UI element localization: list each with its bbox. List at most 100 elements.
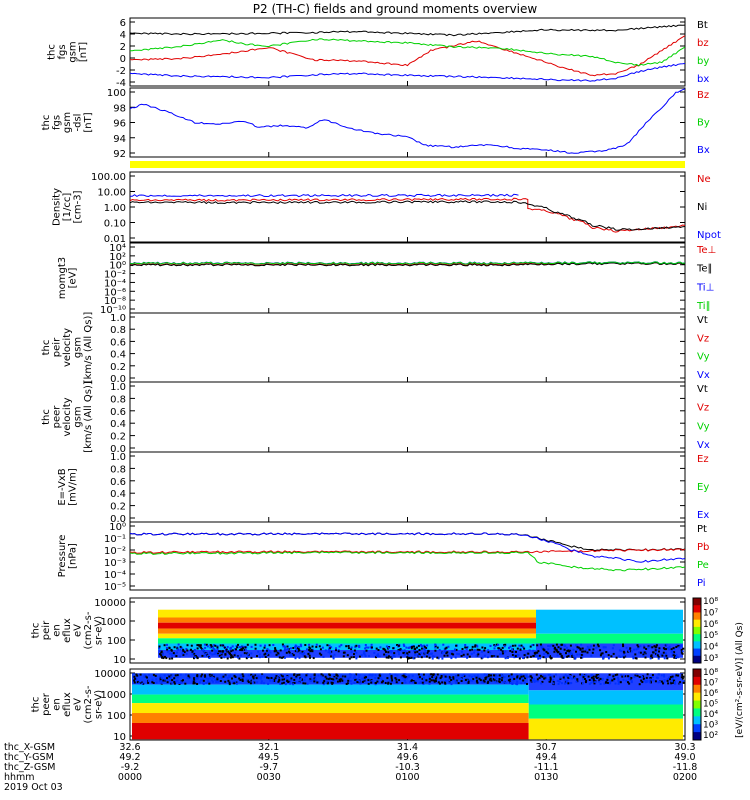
spectrogram-pixel	[547, 673, 550, 676]
spectrogram-pixel	[635, 673, 638, 676]
spectrogram-pixel	[484, 678, 487, 681]
spectrogram-pixel	[657, 657, 660, 660]
spectrogram-pixel	[602, 655, 605, 658]
spectrogram-pixel	[466, 679, 469, 682]
spectrogram-pixel	[501, 676, 504, 679]
spectrogram-pixel	[217, 652, 220, 655]
spectrogram-pixel	[675, 674, 678, 677]
spectrogram-pixel	[438, 649, 441, 651]
spectrogram-pixel	[347, 645, 350, 647]
spectrogram-pixel	[279, 649, 282, 652]
spectrogram-pixel	[581, 647, 584, 650]
spectrogram-pixel	[299, 676, 302, 679]
spectrogram-pixel	[444, 679, 447, 682]
spectrogram-pixel	[239, 649, 242, 651]
footer-row-label: thc_X-GSM	[4, 742, 55, 753]
spectrogram-pixel	[667, 682, 670, 685]
spectrogram-pixel	[395, 681, 398, 684]
spectrogram-pixel	[373, 651, 376, 654]
spectrogram-pixel	[314, 678, 317, 681]
series-Te∥	[130, 262, 685, 267]
spectrogram-band	[158, 633, 536, 639]
spectrogram-pixel	[199, 644, 202, 647]
spectrogram-pixel	[596, 643, 599, 646]
spectrogram-pixel	[256, 681, 259, 684]
spectrogram-pixel	[367, 646, 370, 649]
spectrogram-pixel	[173, 681, 176, 684]
spectrogram-pixel	[224, 675, 227, 678]
spectrogram-pixel	[275, 649, 278, 652]
spectrogram-pixel	[350, 656, 353, 659]
spectrogram-pixel	[341, 675, 344, 678]
spectrogram-pixel	[658, 680, 661, 683]
colorbar-frame	[692, 668, 702, 741]
spectrogram-pixel	[159, 680, 161, 683]
spectrogram-pixel	[681, 673, 684, 676]
spectrogram-pixel	[291, 653, 294, 655]
spectrogram-pixel	[642, 655, 645, 658]
spectrogram-pixel	[371, 674, 374, 677]
spectrogram-pixel	[667, 647, 670, 649]
spectrogram-pixel	[365, 676, 367, 679]
spectrogram-pixel	[416, 654, 419, 657]
spectrogram-pixel	[638, 683, 641, 686]
spectrogram-pixel	[617, 679, 620, 682]
spectrogram-pixel	[193, 678, 196, 681]
spectrogram-pixel	[421, 681, 424, 684]
spectrogram-pixel	[401, 676, 404, 679]
spectrogram-pixel	[512, 679, 515, 682]
footer-value: 49.4	[536, 752, 557, 763]
spectrogram-pixel	[454, 656, 457, 659]
spectrogram-pixel	[291, 654, 293, 657]
spectrogram-pixel	[652, 651, 655, 654]
spectrogram-pixel	[639, 645, 642, 648]
spectrogram-pixel	[247, 674, 250, 677]
spectrogram-pixel	[389, 673, 391, 676]
spectrogram-pixel	[161, 682, 164, 685]
spectrogram-band	[132, 694, 529, 704]
spectrogram-pixel	[557, 646, 560, 649]
spectrogram-pixel	[353, 682, 356, 684]
spectrogram-pixel	[220, 653, 223, 656]
spectrogram-pixel	[486, 656, 489, 659]
y-axis-label: thc	[41, 340, 52, 356]
spectrogram-pixel	[673, 681, 676, 684]
spectrogram-band	[536, 609, 683, 634]
y-axis-label: gsm	[62, 112, 73, 133]
spectrogram-pixel	[212, 646, 214, 649]
spectrogram-pixel	[509, 649, 512, 652]
spectrogram-pixel	[509, 645, 512, 648]
spectrogram-pixel	[487, 674, 490, 677]
spectrogram-pixel	[260, 676, 263, 679]
spectrogram-pixel	[385, 645, 388, 648]
footer-value: 49.5	[258, 752, 279, 763]
spectrogram-pixel	[460, 677, 463, 680]
colorbar-segment	[693, 648, 701, 657]
spectrogram-pixel	[663, 655, 666, 658]
spectrogram-pixel	[630, 679, 633, 682]
spectrogram-pixel	[401, 682, 404, 685]
spectrogram-pixel	[261, 655, 264, 658]
spectrogram-pixel	[682, 681, 685, 684]
spectrogram-pixel	[436, 646, 439, 649]
spectrogram-pixel	[308, 654, 311, 657]
spectrogram-pixel	[518, 657, 521, 660]
spectrogram-pixel	[276, 676, 279, 679]
spectrogram-pixel	[418, 677, 421, 680]
spectrogram-pixel	[390, 681, 393, 684]
spectrogram-pixel	[440, 675, 443, 678]
spectrogram-pixel	[560, 682, 563, 685]
spectrogram-pixel	[675, 646, 678, 648]
spectrogram-pixel	[236, 655, 239, 658]
legend-item: Pt	[697, 524, 707, 535]
spectrogram-pixel	[161, 655, 164, 658]
y-tick-label: 1.00	[104, 203, 126, 214]
spectrogram-pixel	[434, 646, 437, 649]
footer-row-label: thc_Z-GSM	[4, 762, 55, 773]
spectrogram-pixel	[370, 643, 373, 646]
spectrogram-pixel	[677, 644, 680, 647]
spectrogram-pixel	[335, 647, 337, 650]
spectrogram-pixel	[483, 654, 486, 657]
spectrogram-pixel	[644, 681, 647, 684]
spectrogram-pixel	[374, 677, 377, 679]
